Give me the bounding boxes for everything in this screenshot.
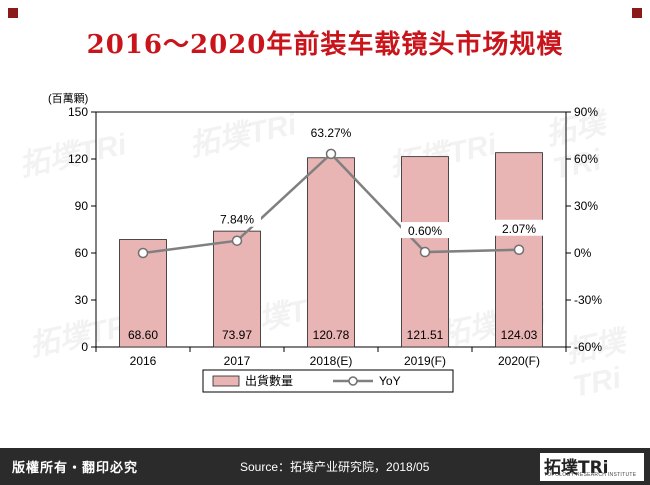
- title-band: 2016～2020年前装车载镜头市场规模: [8, 8, 642, 70]
- right-axis-tick-label: 90%: [574, 105, 598, 119]
- legend-box: [202, 369, 454, 393]
- left-axis-unit: (百萬顆): [48, 92, 88, 105]
- footer-logo: 拓墣TRi TOPOLOGY RESEARCH INSTITUTE: [540, 453, 644, 481]
- yoy-label-bg: [401, 222, 449, 239]
- bar-value-label: 73.97: [222, 328, 252, 342]
- bar-value-label: 120.78: [313, 328, 350, 342]
- legend-bar-swatch: [212, 375, 240, 387]
- bar: [307, 157, 355, 348]
- yoy-label-bg: [495, 219, 543, 236]
- copyright-text: 版權所有・翻印必究: [12, 460, 139, 475]
- chart-svg: (百萬顆) 0 30 60 90 120 150 -60% -30% 0% 30% 60% 90% 68…: [48, 92, 602, 393]
- yoy-point: [513, 244, 525, 256]
- yoy-label-bg: [213, 210, 261, 227]
- legend-bar-label: 出貨數量: [245, 373, 293, 388]
- chart-title: 2016～2020年前装车载镜头市场规模: [86, 30, 564, 60]
- bar-value-label: 124.03: [501, 328, 538, 342]
- yoy-point: [137, 247, 149, 259]
- logo-text: 拓墣TRi: [544, 458, 609, 478]
- footer: 版權所有・翻印必究 Source：拓墣产业研究院，2018/05 拓墣TRi T…: [0, 448, 650, 485]
- yoy-value-label: 7.84%: [220, 213, 254, 227]
- yoy-point: [419, 246, 431, 258]
- left-axis-tick-label: 30: [75, 293, 89, 307]
- x-axis-tick-label: 2020(F): [498, 354, 540, 368]
- chart-area: 拓墣TRi 拓墣TRi 拓墣TRi 拓墣TRi 拓墣TRi 拓墣TRi 拓墣TR…: [8, 70, 642, 450]
- legend-line-label: YoY: [379, 374, 401, 388]
- yoy-value-label: 0.60%: [408, 224, 442, 238]
- right-axis-tick-label: -30%: [574, 293, 602, 307]
- x-axis-tick-label: 2016: [130, 354, 157, 368]
- yoy-point: [325, 148, 337, 160]
- left-axis-tick-label: 150: [68, 105, 88, 119]
- yoy-value-label: 63.27%: [311, 126, 352, 140]
- right-axis-tick-label: -60%: [574, 340, 602, 354]
- source-text: Source：拓墣产业研究院，2018/05: [240, 460, 430, 474]
- x-axis-tick-label: 2018(E): [310, 354, 353, 368]
- bar-value-label: 68.60: [128, 328, 158, 342]
- right-axis-tick-label: 60%: [574, 152, 598, 166]
- yoy-point: [231, 235, 243, 246]
- x-axis-tick-label: 2017: [224, 354, 251, 368]
- yoy-value-label: 2.07%: [502, 222, 536, 236]
- right-axis-tick-label: 0%: [574, 246, 592, 260]
- bar-value-label: 121.51: [407, 328, 444, 342]
- right-axis-tick-label: 30%: [574, 199, 598, 213]
- x-axis-tick-label: 2019(F): [404, 354, 446, 368]
- left-axis-tick-label: 120: [68, 152, 88, 166]
- left-axis-tick-label: 0: [81, 340, 88, 354]
- bar: [213, 230, 261, 348]
- yoy-label-bg: [307, 123, 355, 140]
- logo-subtext: TOPOLOGY RESEARCH INSTITUTE: [544, 472, 637, 478]
- left-axis-tick-label: 60: [75, 246, 89, 260]
- legend-line-marker: [348, 376, 358, 386]
- left-axis-tick-label: 90: [75, 199, 89, 213]
